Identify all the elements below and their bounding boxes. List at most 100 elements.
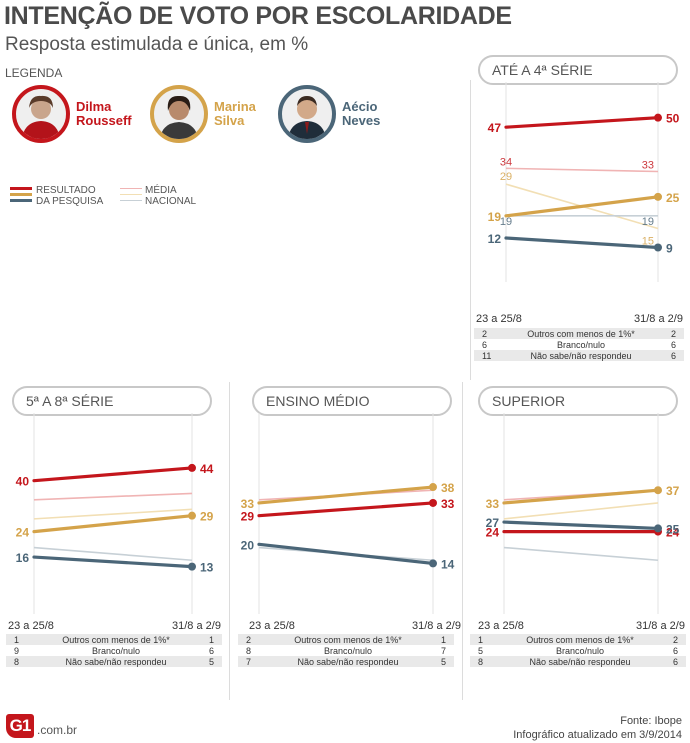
data-label-marina: 37 <box>666 484 680 498</box>
series-line-aecio <box>502 520 660 531</box>
avg-line-marina <box>33 508 193 520</box>
data-label-marina: 33 <box>486 497 500 511</box>
point-aecio <box>654 243 662 252</box>
table-row: 2 Outros com menos de 1%* 1 <box>238 634 454 645</box>
stats-table: 2 Outros com menos de 1%* 1 8 Branco/nulo 7 … <box>238 634 454 667</box>
dilma-portrait-icon <box>12 85 70 143</box>
data-label-dilma: 50 <box>666 112 680 126</box>
legend-average-label: MÉDIA NACIONAL <box>145 185 197 207</box>
data-label-aecio: 12 <box>488 232 502 246</box>
data-label-dilma: 24 <box>666 526 680 540</box>
table-row: 9 Branco/nulo 6 <box>14 645 214 656</box>
table-row: 1 Outros com menos de 1%* 1 <box>6 634 222 645</box>
avg-label-marina: 29 <box>500 171 512 183</box>
legend-avg-swatch-aecio <box>120 200 142 201</box>
avg-line-dilma <box>505 167 659 173</box>
chart-superior: 24 24 33 37 27 25 <box>486 413 680 614</box>
table-row: 6 Branco/nulo 6 <box>482 339 676 350</box>
data-label-dilma: 47 <box>488 121 502 135</box>
candidate-name: Aécio Neves <box>342 99 381 128</box>
table-row: 5 Branco/nulo 6 <box>478 645 678 656</box>
table-row: 2 Outros com menos de 1%* 2 <box>474 328 684 339</box>
data-label-aecio: 16 <box>16 551 30 565</box>
candidate-dilma: Dilma Rousseff <box>12 85 132 143</box>
data-label-aecio: 20 <box>241 538 255 552</box>
stats-table: 2 Outros com menos de 1%* 2 6 Branco/nulo 6 … <box>474 328 684 361</box>
avg-line-aecio <box>503 546 659 562</box>
data-label-dilma: 24 <box>486 526 500 540</box>
candidate-name: Marina Silva <box>214 99 256 128</box>
marina-portrait-icon <box>150 85 208 143</box>
panel-title-ate-4-serie: ATÉ A 4ª SÉRIE <box>478 55 678 85</box>
point-marina <box>429 483 437 492</box>
data-label-marina: 25 <box>666 191 680 205</box>
data-label-dilma: 29 <box>241 510 255 524</box>
g1-domain: .com.br <box>37 723 78 737</box>
x-axis-label-start: 23 a 25/8 <box>249 620 295 632</box>
legend-swatch-marina <box>10 193 32 196</box>
g1-logo[interactable]: G1 .com.br <box>6 714 77 738</box>
data-label-dilma: 33 <box>441 497 455 511</box>
panel-divider <box>229 382 230 700</box>
legend-avg-swatch-marina <box>120 194 142 195</box>
legend-swatch-aecio <box>10 199 32 202</box>
panel-title-ensino-medio: ENSINO MÉDIO <box>252 386 452 416</box>
table-row: 1 Outros com menos de 1%* 2 <box>470 634 686 645</box>
infographic-title: INTENÇÃO DE VOTO POR ESCOLARIDADE <box>4 2 512 30</box>
data-label-aecio: 25 <box>666 522 680 536</box>
source-text: Fonte: Ibope <box>620 715 682 727</box>
updated-text: Infográfico atualizado em 3/9/2014 <box>513 729 682 741</box>
panel-title-superior: SUPERIOR <box>478 386 678 416</box>
table-row: 7 Não sabe/não respondeu 5 <box>238 656 454 667</box>
g1-logo-icon: G1 <box>6 714 34 738</box>
x-axis-label-start: 23 a 25/8 <box>476 313 522 325</box>
candidate-name: Dilma Rousseff <box>76 99 132 128</box>
x-axis-label-end: 31/8 a 2/9 <box>634 313 683 325</box>
data-label-aecio: 9 <box>666 242 673 256</box>
data-label-marina: 29 <box>200 510 214 524</box>
point-aecio <box>188 562 196 571</box>
footer-source: Fonte: Ibope Infográfico atualizado em 3… <box>513 714 682 742</box>
series-line-dilma <box>257 501 435 518</box>
panel-divider <box>462 382 463 700</box>
series-line-marina <box>32 514 194 534</box>
stats-table: 1 Outros com menos de 1%* 2 5 Branco/nulo 6 … <box>470 634 686 667</box>
point-marina <box>654 486 662 495</box>
point-dilma <box>654 113 662 122</box>
point-marina <box>188 511 196 520</box>
stats-table: 1 Outros com menos de 1%* 1 9 Branco/nulo 6 … <box>6 634 222 667</box>
candidate-marina: Marina Silva <box>150 85 256 143</box>
chart-5-8-serie: 40 44 24 29 16 13 <box>16 413 214 614</box>
data-label-marina: 24 <box>16 526 30 540</box>
series-line-dilma <box>504 116 660 129</box>
table-row: 11 Não sabe/não respondeu 6 <box>474 350 684 361</box>
table-row: 8 Não sabe/não respondeu 6 <box>470 656 686 667</box>
point-aecio <box>654 524 662 533</box>
series-line-aecio <box>504 236 660 250</box>
data-label-aecio: 14 <box>441 557 455 571</box>
avg-line-dilma <box>33 492 193 501</box>
aecio-portrait-icon <box>278 85 336 143</box>
x-axis-label-end: 31/8 a 2/9 <box>172 620 221 632</box>
avg-label-aecio: 19 <box>642 216 654 228</box>
x-axis-label-end: 31/8 a 2/9 <box>636 620 685 632</box>
point-aecio <box>429 559 437 568</box>
avg-label-aecio: 19 <box>500 216 512 228</box>
point-dilma <box>429 498 437 507</box>
legend-result-label: RESULTADO DA PESQUISA <box>36 185 104 207</box>
avg-label-dilma: 34 <box>500 156 512 168</box>
series-line-marina <box>257 485 435 505</box>
avg-line-marina <box>503 502 659 520</box>
data-label-marina: 19 <box>488 210 502 224</box>
x-axis-label-start: 23 a 25/8 <box>478 620 524 632</box>
panel-divider <box>470 80 471 380</box>
series-line-aecio <box>257 542 435 566</box>
table-row: 8 Não sabe/não respondeu 5 <box>6 656 222 667</box>
data-label-aecio: 27 <box>486 516 500 530</box>
data-label-aecio: 13 <box>200 561 214 575</box>
data-label-dilma: 44 <box>200 462 214 476</box>
candidate-aecio: Aécio Neves <box>278 85 380 143</box>
avg-label-dilma: 33 <box>642 160 654 172</box>
